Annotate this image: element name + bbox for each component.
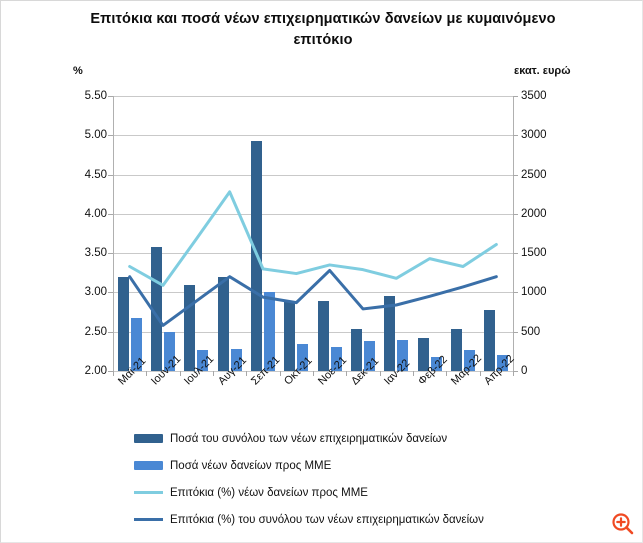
bar (264, 292, 275, 371)
legend-item-label: Επιτόκια (%) νέων δανείων προς ΜΜΕ (170, 486, 368, 499)
left-axis-tick-label: 3.00 (84, 286, 107, 299)
legend-color-swatch (134, 434, 163, 443)
bar (130, 317, 142, 371)
bar (497, 355, 509, 371)
x-axis-tickmark (479, 371, 481, 376)
chart-title: Επιτόκια και ποσά νέων επιχειρηματικών δ… (90, 11, 556, 49)
gridline (113, 213, 513, 215)
left-axis-tickmark (108, 213, 113, 215)
bar (351, 328, 362, 371)
x-axis-tickmark (179, 371, 181, 376)
right-axis-tickmark (513, 174, 518, 176)
x-axis-tickmark (446, 371, 448, 376)
left-axis-tick-label: 2.00 (84, 365, 107, 377)
left-axis-line (113, 96, 114, 371)
right-axis-tick-label: 2500 (521, 168, 547, 181)
right-axis-tickmark (513, 331, 518, 333)
bar (164, 331, 175, 371)
bar (184, 285, 196, 371)
legend-item-label: Ποσά του συνόλου των νέων επιχειρηματικώ… (170, 432, 448, 445)
chart-legend: Ποσά του συνόλου των νέων επιχειρηματικώ… (134, 425, 564, 533)
legend-line-swatch (134, 491, 163, 494)
plot-area: 2.00 2.50 3.00 3.50 4.00 4.50 5.00 5.50 0 500 100… (85, 90, 547, 387)
bar (197, 349, 209, 371)
bar (117, 276, 129, 371)
gridline (113, 96, 513, 97)
bar (151, 246, 162, 371)
right-axis-tick-label: 1500 (521, 247, 547, 260)
bar (417, 338, 429, 371)
left-axis-tick-label: 5.50 (84, 90, 107, 102)
x-axis-tickmark (146, 371, 148, 376)
right-axis-tickmark (513, 371, 518, 372)
line-series-group (128, 190, 498, 327)
bar (330, 346, 342, 371)
gridline (113, 331, 513, 333)
legend-item[interactable]: Επιτόκια (%) του συνόλου των νέων επιχει… (134, 506, 564, 533)
legend-line-swatch (134, 518, 163, 521)
line-series (128, 190, 498, 287)
bar (464, 349, 475, 371)
x-axis-tickmark (279, 371, 281, 376)
right-axis-tick-label: 2000 (521, 207, 547, 220)
x-axis-tickmark (413, 371, 414, 376)
left-axis-tickmark (108, 96, 113, 97)
legend-item[interactable]: Ποσά του συνόλου των νέων επιχειρηματικώ… (134, 425, 564, 452)
x-axis-tickmark (379, 371, 381, 376)
bar (451, 329, 462, 371)
x-axis-tickmark (113, 371, 114, 376)
bar (430, 356, 442, 371)
bar (484, 309, 496, 371)
left-axis-tick-label: 4.50 (84, 168, 107, 181)
gridline (113, 174, 513, 176)
line-series (128, 268, 498, 327)
right-axis-tickmark (513, 253, 518, 255)
left-axis-tickmark (108, 371, 113, 372)
right-axis-tickmark (513, 96, 518, 97)
right-axis-tickmark (513, 213, 518, 215)
left-axis-tickmark (108, 253, 113, 255)
x-axis-tickmark (346, 371, 348, 376)
left-axis-tickmark (108, 292, 113, 294)
left-axis-tick-label: 5.00 (84, 129, 107, 142)
x-axis-tickmark (246, 371, 248, 376)
left-axis-tickmark (108, 174, 113, 176)
legend-color-swatch (134, 461, 163, 470)
right-axis-tick-label: 1000 (521, 286, 547, 299)
bar (384, 296, 396, 371)
right-axis-tick-label: 3000 (521, 129, 547, 142)
x-axis-tickmark (513, 371, 514, 376)
right-axis-tickmark (513, 135, 518, 137)
legend-item-label: Ποσά νέων δανείων προς ΜΜΕ (170, 459, 332, 472)
legend-item-label: Επιτόκια (%) του συνόλου των νέων επιχει… (170, 513, 484, 526)
left-axis-tick-label: 3.50 (84, 247, 107, 260)
x-axis-tickmark (313, 371, 314, 376)
bar (284, 301, 296, 371)
bar (397, 340, 409, 371)
left-axis-tick-label: 4.00 (84, 207, 107, 220)
right-axis-tick-label: 0 (521, 365, 528, 377)
left-axis-tick-label: 2.50 (84, 325, 107, 338)
gridline (113, 292, 513, 294)
bar (217, 276, 229, 371)
right-axis-line (513, 96, 514, 371)
left-axis-tickmark (108, 135, 113, 137)
left-axis-unit-label: % (73, 65, 83, 77)
right-axis-tickmark (513, 292, 518, 294)
gridline (113, 253, 513, 255)
right-axis-tick-label: 3500 (521, 90, 547, 102)
right-axis-tick-label: 500 (521, 325, 541, 338)
legend-item[interactable]: Επιτόκια (%) νέων δανείων προς ΜΜΕ (134, 479, 564, 506)
magnifier-plus-icon[interactable] (611, 512, 635, 536)
bar (317, 301, 329, 371)
legend-item[interactable]: Ποσά νέων δανείων προς ΜΜΕ (134, 452, 564, 479)
left-axis-tickmark (108, 331, 113, 333)
right-axis-unit-label: εκατ. ευρώ (514, 65, 571, 77)
bar (230, 349, 242, 371)
bar (364, 341, 375, 371)
bar (297, 344, 309, 371)
gridline (113, 135, 513, 137)
x-axis-tickmark (213, 371, 214, 376)
